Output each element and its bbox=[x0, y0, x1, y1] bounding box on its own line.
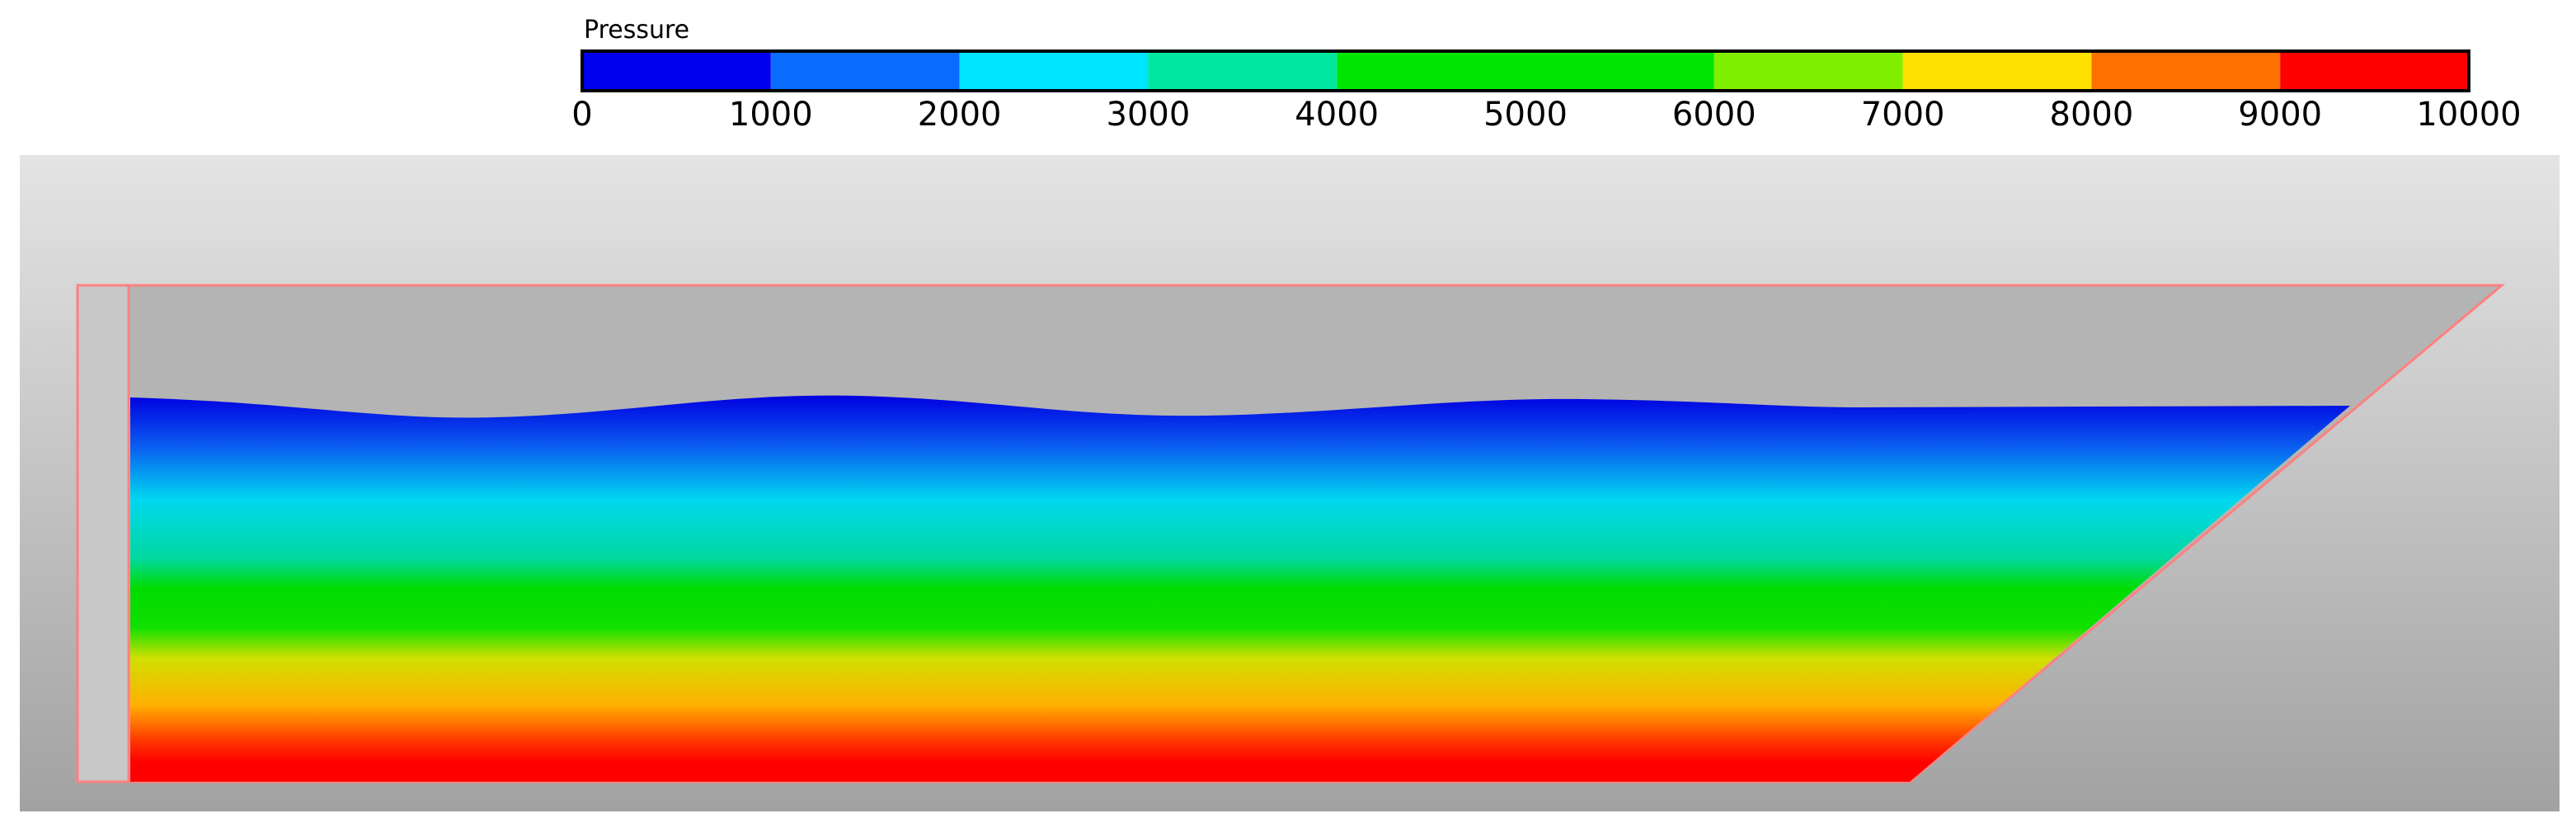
tick-label: 2000 bbox=[918, 96, 1002, 134]
color-band bbox=[770, 51, 960, 91]
legend-title: Pressure bbox=[584, 16, 689, 45]
color-band bbox=[1525, 51, 1714, 91]
tick-label: 0 bbox=[571, 96, 592, 134]
tick-label: 5000 bbox=[1483, 96, 1568, 134]
tick-label: 9000 bbox=[2238, 96, 2322, 134]
color-band bbox=[582, 51, 771, 91]
color-band bbox=[1148, 51, 1337, 91]
tick-label: 4000 bbox=[1295, 96, 1379, 134]
tick-label: 10000 bbox=[2416, 96, 2521, 134]
color-band bbox=[959, 51, 1149, 91]
color-band bbox=[2091, 51, 2281, 91]
tick-label: 3000 bbox=[1107, 96, 1191, 134]
tick-label: 8000 bbox=[2050, 96, 2134, 134]
tick-label: 7000 bbox=[1861, 96, 1945, 134]
fluid bbox=[130, 395, 2350, 782]
color-band bbox=[1902, 51, 2092, 91]
color-band bbox=[1337, 51, 1525, 91]
wave-maker bbox=[76, 284, 130, 783]
color-band bbox=[1713, 51, 1903, 91]
colorbar: 0 1000 2000 3000 4000 5000 6000 7000 8000 9000 100… bbox=[571, 49, 2522, 134]
color-band bbox=[2280, 51, 2469, 91]
tick-label: 6000 bbox=[1672, 96, 1756, 134]
tick-label: 1000 bbox=[729, 96, 813, 134]
colorbar-frame bbox=[581, 49, 2470, 92]
